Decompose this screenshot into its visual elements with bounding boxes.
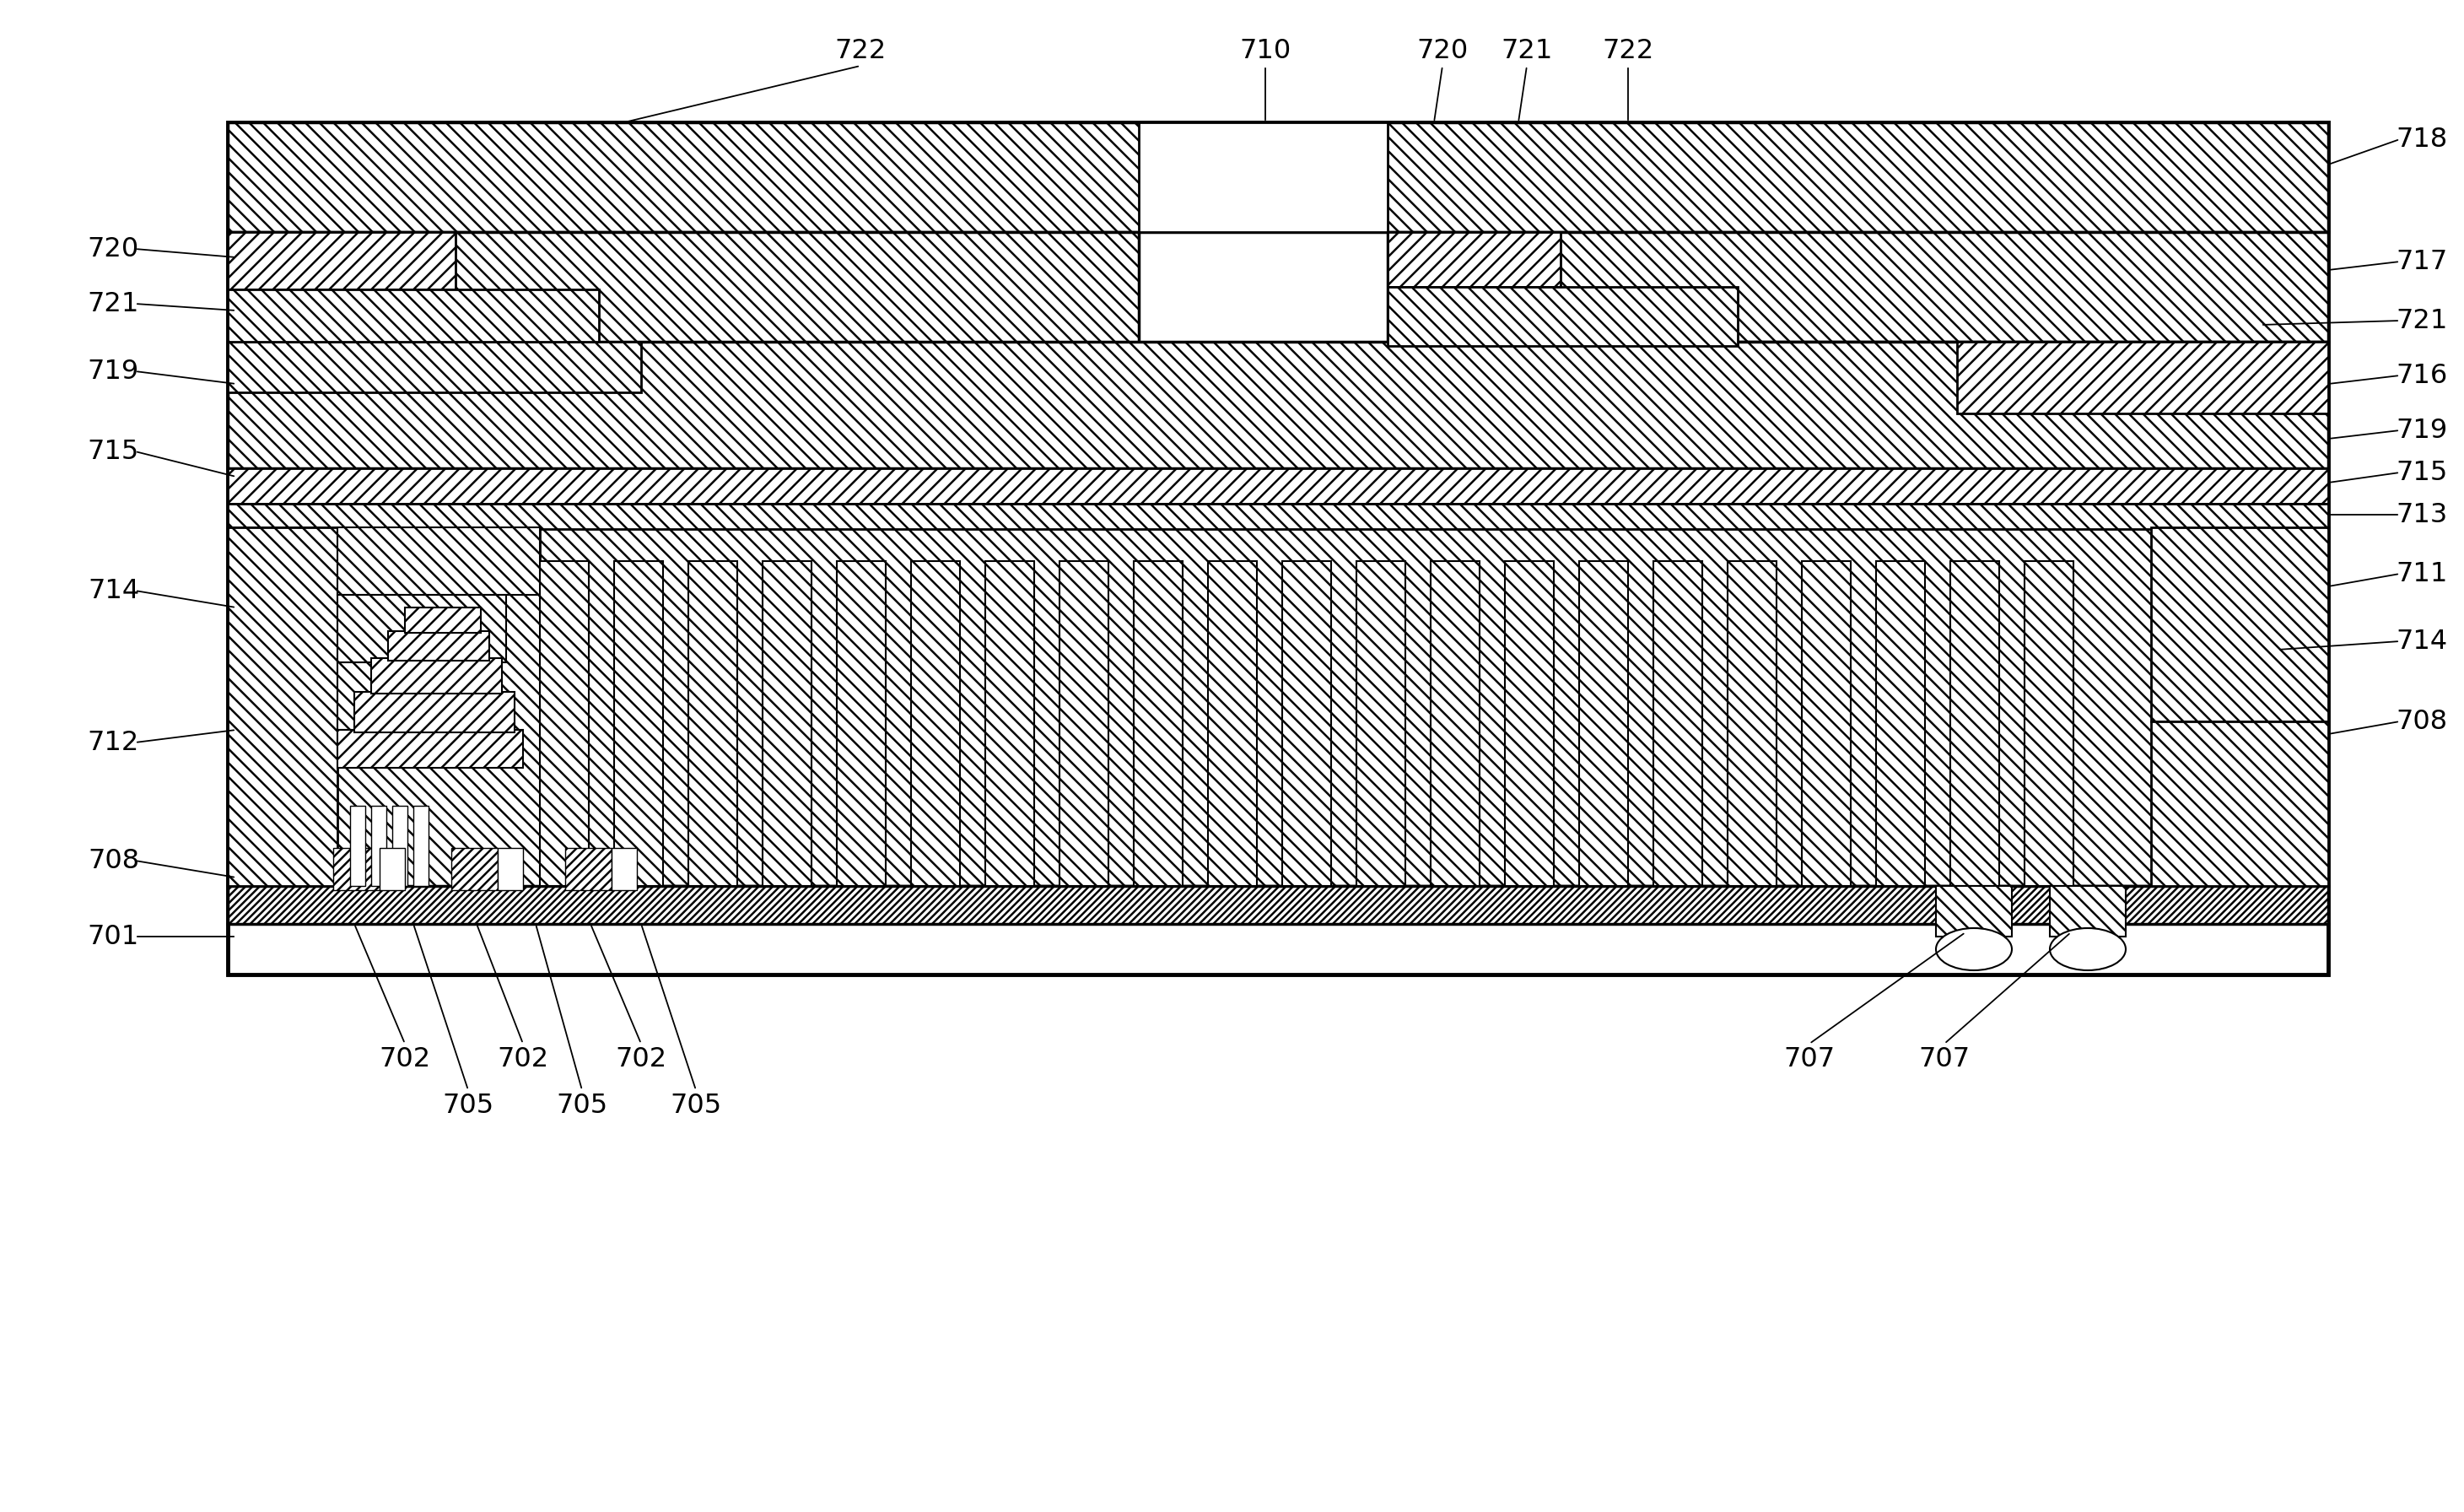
- Bar: [227, 342, 641, 392]
- Bar: [227, 342, 2328, 469]
- Bar: [404, 608, 480, 634]
- Bar: [564, 848, 611, 891]
- Bar: [227, 231, 1138, 380]
- Bar: [2151, 721, 2328, 886]
- Bar: [1653, 561, 1703, 886]
- Bar: [227, 924, 2328, 975]
- Bar: [227, 231, 456, 289]
- Bar: [498, 848, 522, 891]
- Text: 714: 714: [2395, 627, 2447, 655]
- Bar: [227, 503, 2328, 529]
- Bar: [838, 561, 885, 886]
- Bar: [1937, 886, 2013, 936]
- Bar: [227, 122, 2328, 231]
- Text: 713: 713: [2395, 502, 2447, 528]
- Text: 705: 705: [670, 1092, 722, 1119]
- Bar: [1281, 561, 1331, 886]
- Bar: [227, 528, 338, 886]
- Bar: [372, 658, 503, 694]
- Bar: [227, 469, 2328, 503]
- Bar: [338, 594, 505, 662]
- Bar: [414, 806, 429, 886]
- Bar: [1801, 561, 1850, 886]
- Text: 708: 708: [2395, 708, 2447, 735]
- Text: 701: 701: [89, 924, 138, 950]
- Bar: [227, 528, 540, 886]
- Bar: [338, 528, 540, 594]
- Text: 705: 705: [444, 1092, 493, 1119]
- Text: 721: 721: [2395, 307, 2447, 334]
- Bar: [1951, 561, 1998, 886]
- Text: 722: 722: [1602, 38, 1653, 64]
- Text: 712: 712: [86, 729, 138, 756]
- Text: 702: 702: [498, 1046, 549, 1072]
- Text: 707: 707: [1784, 1046, 1836, 1072]
- Text: 718: 718: [2395, 125, 2447, 153]
- Bar: [1355, 561, 1404, 886]
- Bar: [355, 692, 515, 732]
- Text: 722: 722: [835, 38, 887, 64]
- Bar: [1387, 231, 1560, 287]
- Bar: [2151, 528, 2328, 721]
- Bar: [1875, 561, 1924, 886]
- Ellipse shape: [1937, 928, 2013, 971]
- Bar: [227, 122, 2328, 975]
- Bar: [372, 806, 387, 886]
- Bar: [392, 806, 407, 886]
- Bar: [687, 561, 737, 886]
- Bar: [1432, 561, 1478, 886]
- Bar: [379, 848, 404, 891]
- Bar: [1207, 561, 1257, 886]
- Text: 719: 719: [2395, 417, 2447, 443]
- Bar: [387, 631, 490, 661]
- Text: 708: 708: [89, 848, 138, 874]
- Text: 710: 710: [1239, 38, 1291, 64]
- Bar: [338, 730, 522, 768]
- Bar: [912, 561, 961, 886]
- Text: 720: 720: [1417, 38, 1469, 64]
- Bar: [227, 528, 2328, 886]
- Bar: [227, 886, 2328, 924]
- Text: 717: 717: [2395, 248, 2447, 275]
- Text: 702: 702: [379, 1046, 431, 1072]
- Bar: [986, 561, 1035, 886]
- Bar: [2050, 886, 2126, 936]
- Bar: [451, 848, 498, 891]
- Bar: [611, 848, 636, 891]
- Bar: [2025, 561, 2072, 886]
- Bar: [1133, 561, 1183, 886]
- Ellipse shape: [2050, 928, 2126, 971]
- Text: 719: 719: [89, 358, 138, 384]
- Text: 711: 711: [2395, 561, 2447, 587]
- Bar: [761, 561, 811, 886]
- Bar: [614, 561, 663, 886]
- Bar: [1387, 287, 1737, 346]
- Text: 721: 721: [86, 290, 138, 318]
- Bar: [350, 806, 365, 886]
- Bar: [1506, 561, 1555, 886]
- Text: 705: 705: [557, 1092, 609, 1119]
- Bar: [1387, 231, 2328, 342]
- Text: 720: 720: [89, 236, 138, 262]
- Bar: [1727, 561, 1777, 886]
- Text: 714: 714: [89, 578, 138, 603]
- Text: 715: 715: [2395, 460, 2447, 485]
- Bar: [1060, 561, 1109, 886]
- Text: 721: 721: [1501, 38, 1552, 64]
- Bar: [338, 662, 473, 730]
- Text: 702: 702: [616, 1046, 668, 1072]
- Bar: [333, 848, 379, 891]
- Bar: [227, 289, 599, 342]
- Text: 715: 715: [89, 438, 138, 464]
- Text: 707: 707: [1919, 1046, 1971, 1072]
- Bar: [1138, 122, 1387, 231]
- Bar: [1579, 561, 1629, 886]
- Text: 716: 716: [2395, 363, 2447, 389]
- Bar: [1956, 342, 2328, 413]
- Bar: [540, 561, 589, 886]
